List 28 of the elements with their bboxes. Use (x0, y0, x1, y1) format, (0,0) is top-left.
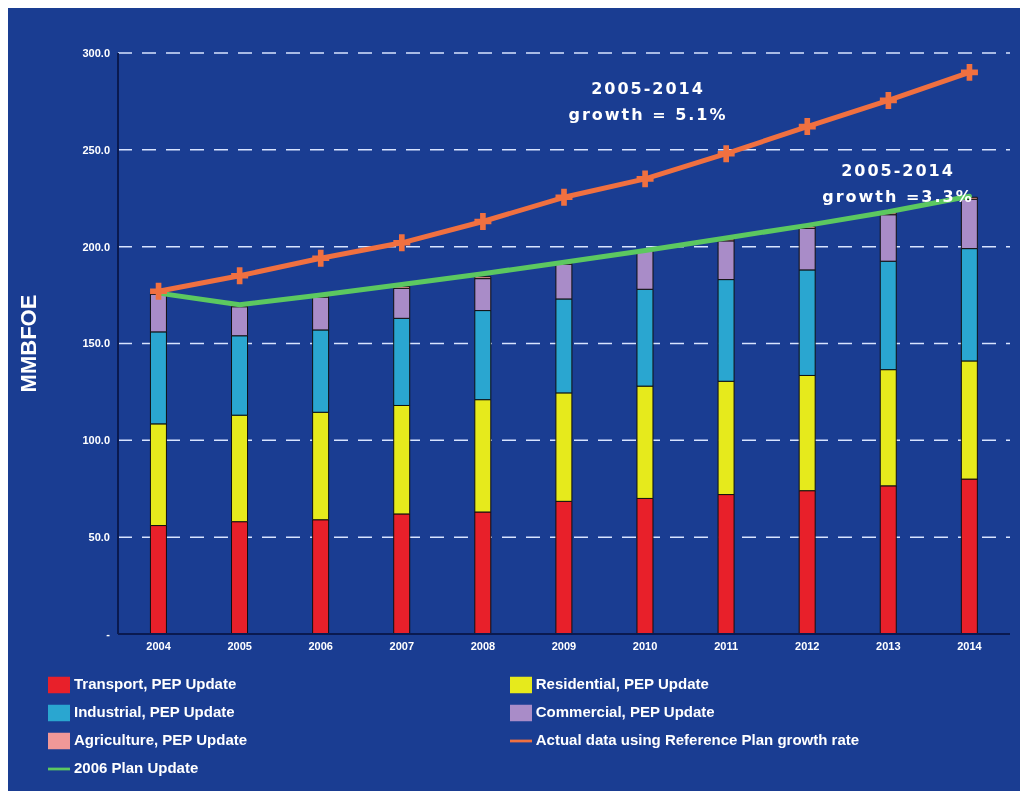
legend-label: Actual data using Reference Plan growth rate (535, 730, 860, 748)
x-tick-label: 2004 (146, 639, 172, 652)
legend-label: Residential, PEP Update (535, 674, 709, 692)
y-tick-label: 200.0 (82, 240, 110, 253)
x-tick-label: 2013 (876, 639, 901, 652)
x-tick-label: 2009 (551, 639, 577, 652)
legend-label: Commercial, PEP Update (535, 702, 715, 720)
x-tick-label: 2012 (795, 639, 820, 652)
y-tick-label: 100.0 (82, 434, 110, 447)
y-tick-label: - (106, 627, 111, 640)
y-axis-title: MMBFOE (15, 294, 41, 393)
y-tick-label: 150.0 (82, 337, 110, 350)
x-tick-label: 2005 (227, 639, 252, 652)
y-tick-label: 50.0 (88, 531, 110, 544)
x-tick-label: 2014 (957, 639, 983, 652)
x-tick-label: 2007 (389, 639, 415, 652)
x-tick-label: 2008 (470, 639, 496, 652)
x-tick-label: 2006 (308, 639, 333, 652)
legend-label: 2006 Plan Update (74, 758, 199, 776)
x-tick-label: 2011 (714, 639, 739, 652)
y-tick-label: 300.0 (82, 46, 110, 59)
legend-label: Agriculture, PEP Update (74, 730, 248, 748)
x-tick-label: 2010 (632, 639, 658, 652)
annotation: 2005-2014 growth =3.3% (821, 160, 975, 208)
legend-label: Industrial, PEP Update (74, 702, 235, 720)
annotation: 2005-2014 growth = 5.1% (567, 78, 729, 126)
y-tick-label: 250.0 (82, 143, 110, 156)
legend-label: Transport, PEP Update (74, 674, 237, 692)
